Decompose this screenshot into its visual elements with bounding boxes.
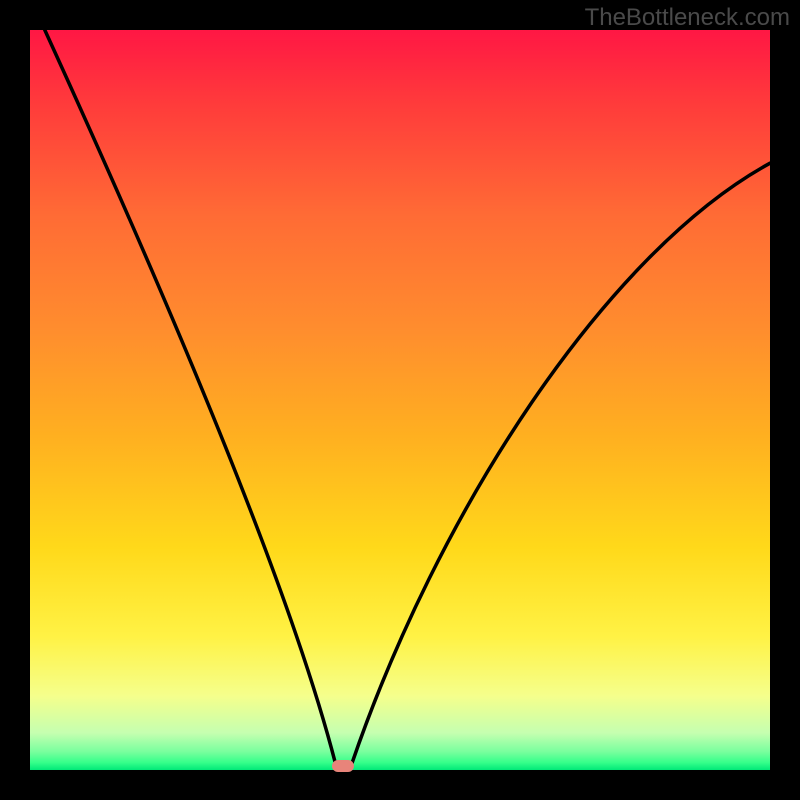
optimal-point-marker <box>332 760 354 772</box>
curve-path <box>45 30 770 770</box>
watermark-text: TheBottleneck.com <box>585 4 790 32</box>
bottleneck-curve <box>30 30 770 770</box>
chart-container: TheBottleneck.com <box>0 0 800 800</box>
plot-area <box>30 30 770 770</box>
